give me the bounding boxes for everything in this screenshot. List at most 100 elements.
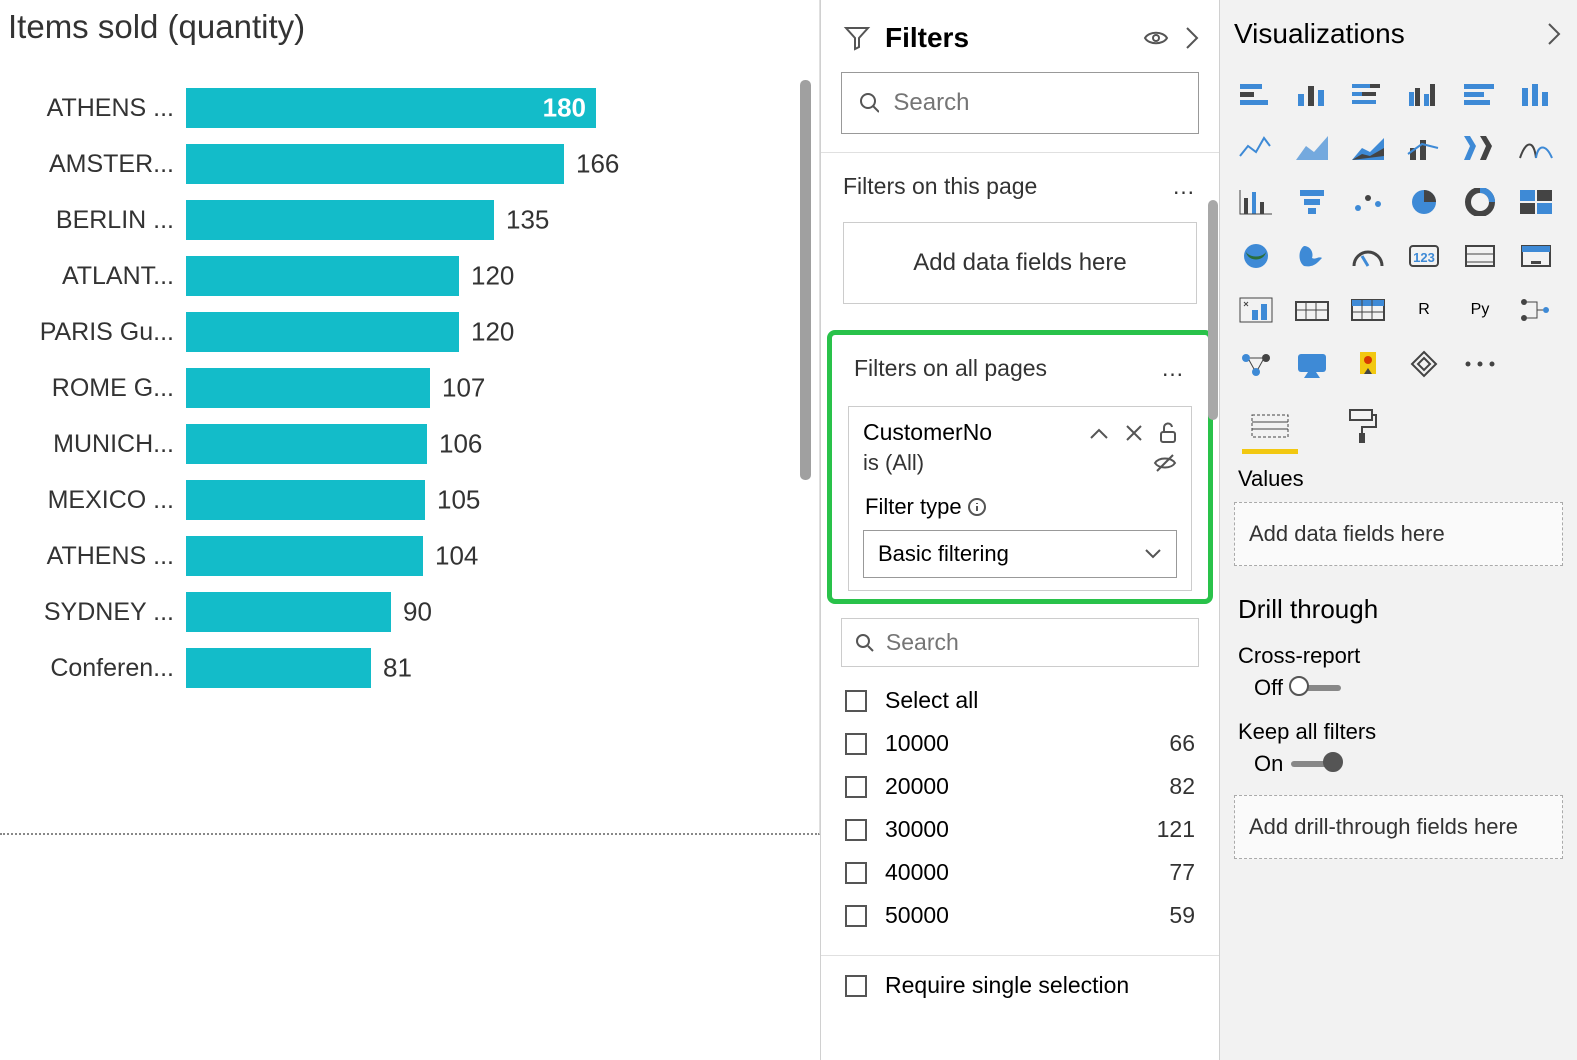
info-icon[interactable] [968,498,986,516]
filter-value-row[interactable]: 10000 66 [841,722,1199,765]
eye-off-icon[interactable] [1153,453,1177,473]
viz-type-icon[interactable]: R [1402,288,1446,332]
bar-row[interactable]: MEXICO ... 105 [4,472,801,528]
viz-type-icon[interactable] [1402,72,1446,116]
checkbox-icon[interactable] [845,819,867,841]
paint-roller-icon [1346,408,1378,444]
filter-card-customerno[interactable]: CustomerNo is (All) Filter type Basic fi… [848,406,1192,591]
viz-type-icon[interactable] [1402,180,1446,224]
viz-type-icon[interactable] [1458,234,1502,278]
viz-type-icon[interactable] [1290,288,1334,332]
viz-type-icon[interactable] [1402,342,1446,386]
viz-type-icon[interactable] [1402,126,1446,170]
values-dropzone[interactable]: Add data fields here [1234,502,1563,566]
filter-values-search[interactable] [841,618,1199,667]
viz-type-icon[interactable] [1514,72,1558,116]
filter-value-row[interactable]: 30000 121 [841,808,1199,851]
bar-value: 166 [564,149,619,180]
viz-type-icon[interactable] [1514,288,1558,332]
filter-value-row[interactable]: 40000 77 [841,851,1199,894]
viz-type-icon[interactable] [1290,126,1334,170]
chart-scrollbar[interactable] [800,80,811,480]
drillthrough-title: Drill through [1238,594,1563,625]
viz-type-icon[interactable] [1234,180,1278,224]
filters-header: Filters [821,0,1219,72]
viz-type-icon[interactable] [1290,72,1334,116]
checkbox-icon[interactable] [845,690,867,712]
bar-row[interactable]: ROME G... 107 [4,360,801,416]
bar-row[interactable]: ATLANT... 120 [4,248,801,304]
filters-allpages-section-header: Filters on all pages … [832,335,1208,396]
filter-value-count: 121 [1157,816,1195,843]
viz-type-icon[interactable] [1234,288,1278,332]
filter-value-selectall[interactable]: Select all [841,679,1199,722]
more-icon[interactable]: … [1172,173,1197,200]
require-single-selection[interactable]: Require single selection [821,955,1219,1015]
viz-type-icon[interactable] [1234,72,1278,116]
checkbox-icon[interactable] [845,776,867,798]
drillthrough-dropzone[interactable]: Add drill-through fields here [1234,795,1563,859]
viz-type-icon[interactable] [1346,180,1390,224]
viz-type-icon[interactable] [1234,126,1278,170]
viz-type-icon[interactable] [1514,180,1558,224]
filter-values-search-input[interactable] [886,629,1186,656]
viz-type-icon[interactable] [1346,342,1390,386]
select-all-label: Select all [885,687,1195,714]
checkbox-icon[interactable] [845,905,867,927]
filter-type-select[interactable]: Basic filtering [863,530,1177,578]
filter-value-label: 40000 [885,859,1169,886]
cross-report-toggle[interactable]: Off [1254,675,1563,701]
viz-type-icon[interactable] [1234,342,1278,386]
eye-icon[interactable] [1143,27,1169,49]
viz-type-icon[interactable] [1458,126,1502,170]
viz-type-icon[interactable] [1290,342,1334,386]
viz-type-icon[interactable] [1234,234,1278,278]
viz-type-icon[interactable] [1346,234,1390,278]
checkbox-icon[interactable] [845,975,867,997]
bar-row[interactable]: BERLIN ... 135 [4,192,801,248]
filters-page-dropzone[interactable]: Add data fields here [843,222,1197,304]
viz-type-icon[interactable] [1346,126,1390,170]
chart-visual[interactable]: Items sold (quantity) ATHENS ... 180 AMS… [0,0,820,835]
fields-tab[interactable] [1242,404,1298,448]
chart-title: Items sold (quantity) [4,8,819,46]
viz-type-icon[interactable] [1346,288,1390,332]
viz-type-icon[interactable]: Py [1458,288,1502,332]
filter-value-row[interactable]: 20000 82 [841,765,1199,808]
chevron-right-icon[interactable] [1183,24,1201,52]
filters-pane: Filters Filters on this page … Add data … [820,0,1220,1060]
viz-header: Visualizations [1234,18,1563,50]
filter-value-row[interactable]: 50000 59 [841,894,1199,937]
chevron-up-icon[interactable] [1089,426,1109,440]
bar-row[interactable]: PARIS Gu... 120 [4,304,801,360]
bar-row[interactable]: Conferen... 81 [4,640,801,696]
keep-filters-toggle[interactable]: On [1254,751,1563,777]
filters-search[interactable] [841,72,1199,134]
filters-scrollbar[interactable] [1208,200,1218,420]
filter-summary: is (All) [863,450,924,476]
bar-value: 107 [430,373,485,404]
viz-type-icon[interactable] [1290,180,1334,224]
viz-type-icon[interactable] [1458,72,1502,116]
bar-row[interactable]: SYDNEY ... 90 [4,584,801,640]
more-icon[interactable]: … [1161,355,1186,382]
viz-type-icon[interactable] [1458,180,1502,224]
checkbox-icon[interactable] [845,733,867,755]
viz-type-icon[interactable] [1346,72,1390,116]
chevron-right-icon[interactable] [1545,20,1563,48]
viz-type-icon[interactable] [1514,126,1558,170]
filter-value-count: 82 [1169,773,1195,800]
checkbox-icon[interactable] [845,862,867,884]
bar-row[interactable]: AMSTER... 166 [4,136,801,192]
filters-search-input[interactable] [893,89,1182,117]
bar-row[interactable]: ATHENS ... 180 [4,80,801,136]
lock-open-icon[interactable] [1159,422,1177,444]
bar-row[interactable]: ATHENS ... 104 [4,528,801,584]
viz-type-icon[interactable]: ▬ [1514,234,1558,278]
close-icon[interactable] [1125,424,1143,442]
viz-type-icon[interactable]: 123 [1402,234,1446,278]
viz-type-icon[interactable] [1290,234,1334,278]
format-tab[interactable] [1334,404,1390,448]
viz-type-icon[interactable] [1458,342,1502,386]
bar-row[interactable]: MUNICH... 106 [4,416,801,472]
